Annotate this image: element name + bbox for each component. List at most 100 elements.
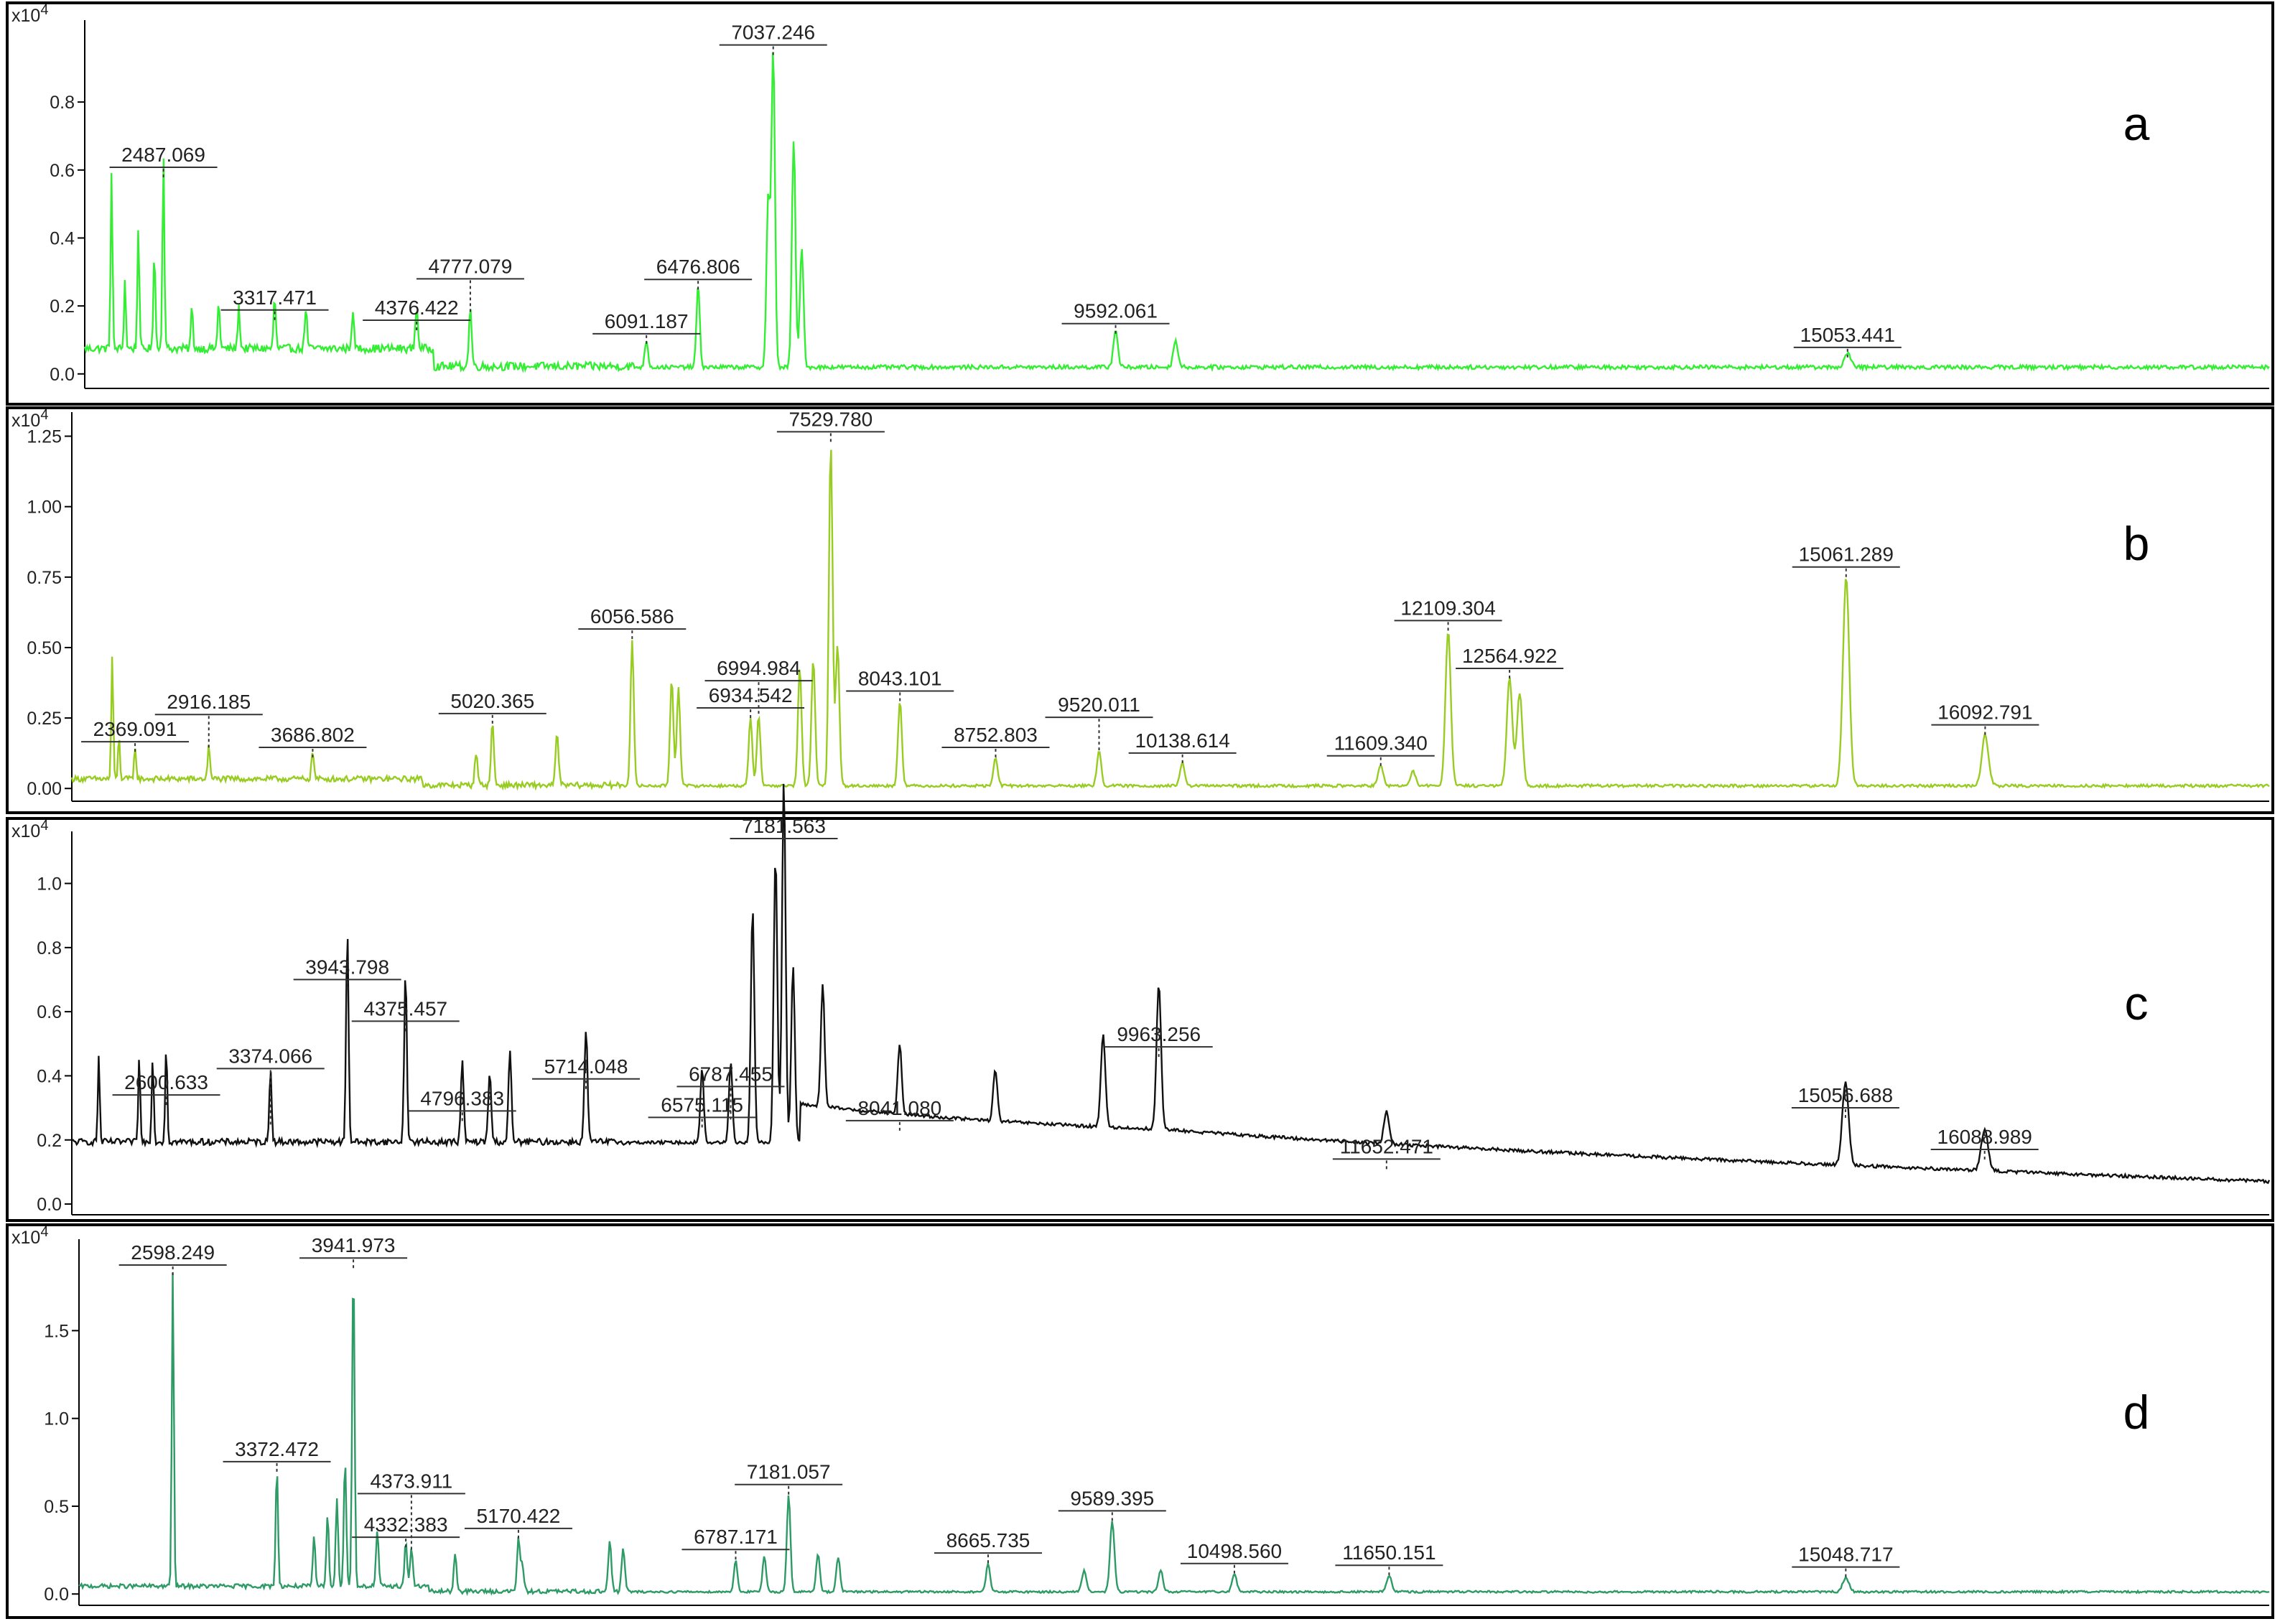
spectrum-panel-c: x104 0.0 0.2 0.4 0.6 0.8 1.0 2600.633 3374.066 39… (6, 783, 2274, 1222)
panel-frame (6, 1, 2274, 406)
spectrum-panel-b: x1040.000.250.500.751.001.252369.0912916… (6, 406, 2274, 814)
y-tick-label: 0.0 (44, 1585, 69, 1605)
peak-label: 11609.340 (1334, 732, 1428, 755)
peak-label: 2916.185 (167, 691, 251, 713)
peak-annotation: 4332.383 (352, 1513, 460, 1548)
peak-annotation: 9592.061 (1061, 300, 1170, 334)
y-tick-label: 0.50 (27, 638, 62, 658)
peak-annotation: 15053.441 (1793, 324, 1902, 358)
spectrum-trace (71, 783, 2271, 1185)
peak-label: 3317.471 (233, 286, 317, 309)
peak-label: 3374.066 (228, 1045, 312, 1067)
peak-annotation: 3317.471 (220, 286, 329, 320)
peak-annotation: 3374.066 (216, 1045, 325, 1128)
peak-label: 6787.455 (689, 1063, 773, 1085)
peak-label: 6056.586 (590, 605, 674, 627)
spectrum-panel-a: x104 0.0 0.2 0.4 0.6 0.8 2487.069 3317.471 4376.… (6, 1, 2274, 406)
peak-label: 4375.457 (363, 997, 447, 1019)
peak-annotation: 2487.069 (109, 144, 218, 177)
peak-annotation: 16088.989 (1930, 1126, 2039, 1160)
y-tick-label: 0.0 (37, 1195, 62, 1215)
y-tick-label: 0.8 (37, 938, 62, 958)
y-tick-label: 1.25 (27, 427, 62, 447)
peak-annotation: 8665.735 (934, 1529, 1042, 1564)
spectrum-trace (70, 449, 2270, 791)
peak-annotation: 4796.383 (408, 1087, 516, 1121)
peak-annotation: 9589.395 (1058, 1487, 1166, 1521)
y-tick-label: 0.6 (50, 161, 75, 181)
peak-label: 8752.803 (954, 724, 1038, 746)
peak-label: 3372.472 (235, 1438, 319, 1460)
peak-label: 9520.011 (1058, 694, 1140, 716)
peak-annotation: 16092.791 (1931, 701, 2039, 735)
y-tick-label: 0.8 (50, 93, 75, 113)
peak-annotation: 6994.984 (704, 657, 813, 716)
peak-label: 4777.079 (429, 255, 513, 277)
y-tick-label: 0.75 (27, 568, 62, 588)
peak-label: 9963.256 (1117, 1023, 1201, 1045)
peak-label: 11652.471 (1340, 1135, 1433, 1157)
spectrum-trace (83, 52, 2270, 373)
peak-annotation: 6787.171 (681, 1526, 790, 1560)
peak-label: 6787.171 (694, 1526, 778, 1548)
y-tick-label: 0.5 (44, 1497, 69, 1517)
peak-annotation: 6091.187 (592, 310, 701, 344)
y-tick-label: 0.6 (37, 1002, 62, 1022)
peak-label: 11650.151 (1342, 1541, 1436, 1564)
peak-annotation: 6575.115 (648, 1093, 756, 1128)
peak-annotation: 6934.542 (697, 684, 805, 719)
peak-label: 2487.069 (121, 144, 205, 166)
peak-annotation: 6056.586 (578, 605, 687, 640)
peak-label: 2598.249 (131, 1241, 215, 1264)
peak-annotation: 2369.091 (81, 718, 190, 752)
peak-label: 4376.422 (375, 297, 459, 319)
panel-letter: c (2125, 976, 2149, 1030)
panel-frame (6, 406, 2274, 814)
peak-label: 3941.973 (312, 1234, 396, 1256)
peak-annotation: 8041.080 (845, 1097, 954, 1131)
y-tick-label: 0.2 (50, 297, 75, 317)
peak-label: 15061.289 (1799, 543, 1894, 566)
peak-label: 5170.422 (477, 1505, 561, 1527)
peak-label: 3943.798 (305, 956, 389, 978)
peak-label: 15056.688 (1798, 1084, 1893, 1106)
peak-annotation: 15061.289 (1792, 543, 1900, 577)
peak-annotation: 2598.249 (118, 1241, 227, 1276)
peak-label: 6934.542 (709, 684, 793, 706)
peak-annotation: 9520.011 (1045, 694, 1153, 752)
peak-annotation: 7529.780 (776, 408, 885, 442)
peak-label: 10138.614 (1135, 729, 1229, 752)
peak-annotation: 15048.717 (1792, 1544, 1900, 1577)
peak-annotation: 9963.256 (1104, 1023, 1213, 1058)
peak-annotation: 4376.422 (363, 297, 471, 330)
peak-label: 2369.091 (93, 718, 177, 740)
y-tick-label: 1.0 (44, 1409, 69, 1429)
panel-letter: b (2123, 517, 2150, 570)
peak-annotation: 12109.304 (1394, 597, 1502, 631)
peak-annotation: 3372.472 (223, 1438, 331, 1472)
y-tick-label: 1.5 (44, 1321, 69, 1341)
peak-annotation: 7037.246 (719, 22, 827, 55)
y-multiplier-label: x104 (11, 2, 48, 26)
peak-annotation: 15056.688 (1791, 1084, 1899, 1118)
peak-label: 9592.061 (1074, 300, 1158, 322)
peak-label: 2600.633 (124, 1071, 208, 1093)
spectrum-panel-d: x104 0.0 0.5 1.0 1.5 2598.249 3372.472 3941.973… (6, 1223, 2274, 1619)
peak-annotation: 11652.471 (1332, 1135, 1441, 1170)
peak-annotation: 4777.079 (416, 255, 524, 314)
peak-label: 8043.101 (858, 667, 942, 689)
peak-label: 4332.383 (364, 1513, 448, 1536)
peak-annotation: 7181.563 (730, 815, 838, 840)
peak-annotation: 3941.973 (299, 1234, 408, 1269)
panel-letter: d (2123, 1386, 2150, 1439)
peak-annotation: 3943.798 (293, 956, 401, 990)
panel-frame (6, 817, 2274, 1222)
peak-label: 9589.395 (1070, 1487, 1154, 1509)
peak-label: 15048.717 (1798, 1544, 1893, 1566)
peak-label: 3686.802 (271, 724, 355, 746)
peak-label: 8041.080 (857, 1097, 941, 1119)
peak-label: 7181.563 (742, 815, 826, 837)
peak-annotation: 7181.057 (735, 1461, 843, 1495)
